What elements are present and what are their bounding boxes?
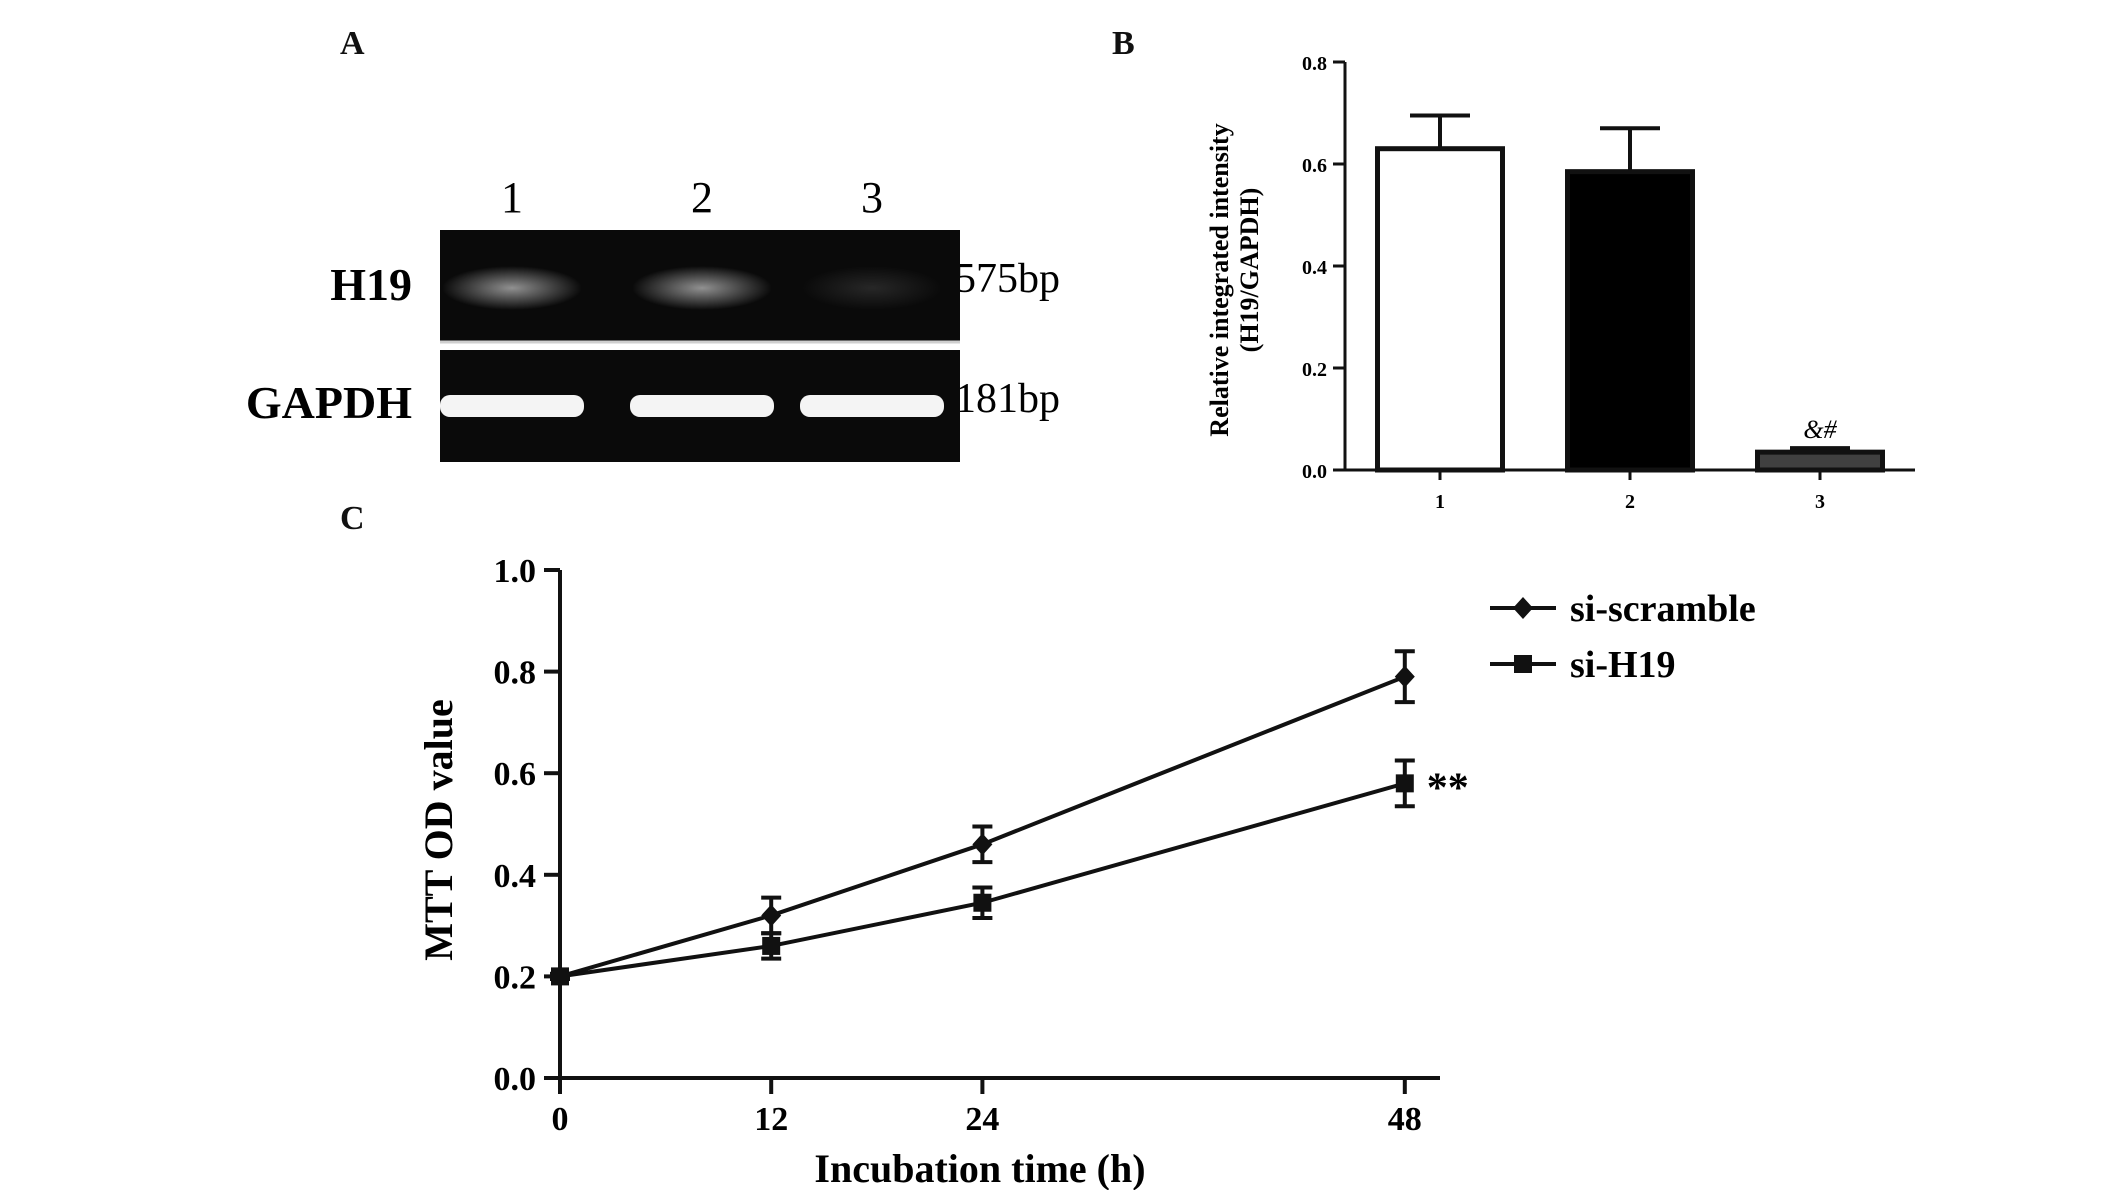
x-tick-label: 12 [754,1101,788,1138]
y-tick-label: 0.0 [1302,461,1327,483]
legend-label: si-scramble [1570,588,1756,630]
series-marker [1514,655,1532,673]
gel-lane-label: 3 [861,173,883,222]
x-tick-label: 3 [1815,491,1825,510]
bar [1565,169,1695,473]
y-tick-label: 0.2 [1302,359,1327,381]
line-chart-c: Incubation time (h) MTT OD value 0.0 0.2 0… [380,520,1760,1195]
y-tick-label: 0.8 [494,655,537,692]
series-marker [761,904,782,927]
gel-row-label: GAPDH [246,377,412,428]
gel-lane-label: 1 [501,173,523,222]
y-tick-label: 0.6 [1302,155,1327,177]
series-marker [973,893,992,912]
line-chart-svg: Incubation time (h) MTT OD value 0.0 0.2 0… [416,553,1756,1191]
x-tick-label: 24 [965,1101,999,1138]
gel-band [802,266,942,310]
y-tick-label: 0.0 [494,1061,537,1098]
gel-lane-label: 2 [691,173,713,222]
x-tick-label: 1 [1435,491,1445,510]
gel-image: 1 2 3 H19 GAPDH 575bp 181bp [246,173,1060,462]
panel-label-c: C [340,500,365,537]
series-line [559,781,1406,979]
x-tick-label: 48 [1388,1101,1422,1138]
series-marker [1513,597,1533,619]
legend-label: si-H19 [1570,644,1676,686]
gel-band [442,266,582,310]
gel-row-label: H19 [330,259,412,310]
y-tick-label: 0.8 [1302,53,1327,75]
series-marker [551,967,569,986]
bar-chart-b: Relative integrated intensity (H19/GAPDH… [1100,20,1920,515]
y-tick-label: 0.2 [494,959,537,996]
y-tick-label: 1.0 [494,553,537,590]
gel-panel: 1 2 3 H19 GAPDH 575bp 181bp [0,0,1100,500]
gel-band [632,266,772,310]
gel-size-label: 575bp [955,256,1060,302]
series-marker [972,833,993,856]
x-tick-label: 0 [552,1101,569,1138]
significance-annotation: ** [1427,765,1469,811]
x-tick-label: 2 [1625,491,1635,510]
y-tick-label: 0.4 [494,858,537,895]
y-axis-label-sub: (H19/GAPDH) [1235,188,1264,353]
series-marker [1394,665,1415,688]
series-line [559,674,1406,979]
bar-annotation: &# [1803,415,1837,444]
gel-band [630,395,774,417]
y-axis-label: MTT OD value [416,699,461,961]
y-tick-label: 0.6 [494,756,537,793]
x-axis-label: Incubation time (h) [814,1146,1145,1190]
gel-size-label: 181bp [955,376,1060,422]
panel-label-b: B [1112,25,1135,62]
y-axis-label: Relative integrated intensity [1205,123,1234,436]
series-marker [762,936,781,955]
gel-band [800,395,944,417]
gel-band [440,395,584,417]
series-marker [1395,774,1414,793]
bar [1375,146,1505,473]
bar-chart-svg: Relative integrated intensity (H19/GAPDH… [1205,53,1915,513]
y-tick-label: 0.4 [1302,257,1327,279]
bar [1755,449,1885,473]
panel-label-a: A [340,25,365,62]
